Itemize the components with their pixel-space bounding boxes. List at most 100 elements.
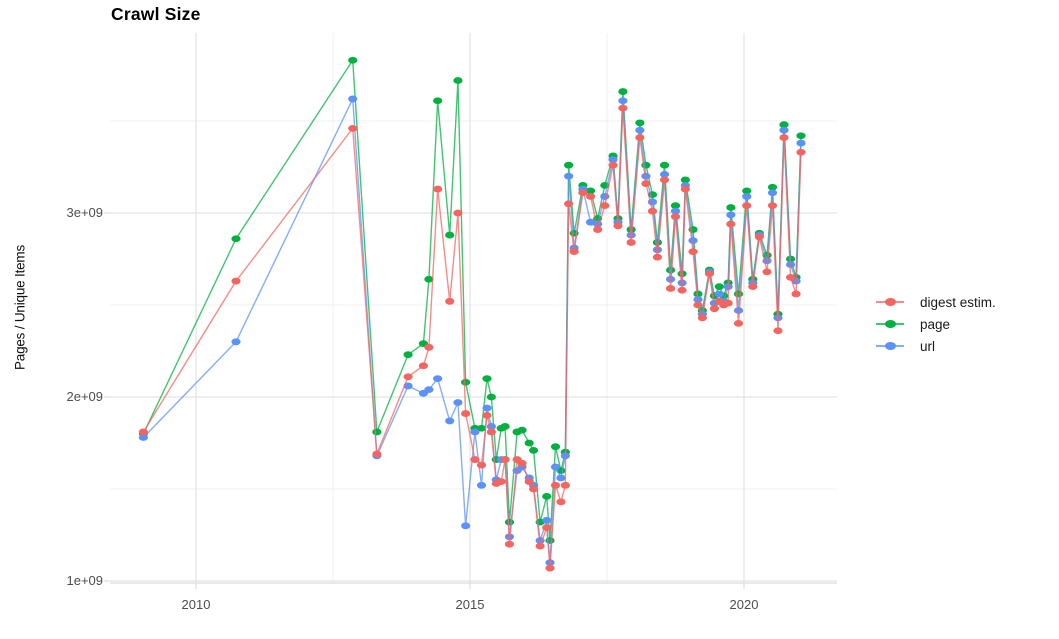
data-point-digest-estim bbox=[652, 253, 663, 261]
data-point-url bbox=[138, 434, 148, 441]
data-point-url bbox=[453, 399, 463, 406]
data-point-url bbox=[556, 474, 566, 482]
data-point-url bbox=[231, 338, 241, 346]
data-point-digest-estim bbox=[445, 297, 455, 305]
data-point-url bbox=[733, 307, 744, 314]
data-point-digest-estim bbox=[670, 213, 681, 221]
data-point-digest-estim bbox=[348, 124, 358, 132]
data-point-page bbox=[433, 97, 443, 105]
data-point-digest-estim bbox=[779, 134, 789, 141]
data-point-url bbox=[476, 481, 487, 489]
data-point-digest-estim bbox=[500, 456, 510, 463]
data-point-page bbox=[635, 119, 645, 127]
data-point-page bbox=[726, 204, 736, 211]
data-point-page bbox=[714, 283, 724, 290]
data-point-digest-estim bbox=[748, 283, 758, 290]
data-point-url bbox=[600, 193, 610, 200]
data-point-page bbox=[372, 428, 382, 436]
data-point-page bbox=[545, 537, 555, 544]
data-point-digest-estim bbox=[723, 299, 733, 307]
legend-item-page: page bbox=[876, 313, 996, 335]
data-point-digest-estim bbox=[791, 290, 801, 298]
data-point-page bbox=[348, 56, 358, 64]
data-point-digest-estim bbox=[569, 248, 579, 256]
data-point-page bbox=[486, 393, 496, 401]
data-point-digest-estim bbox=[424, 343, 434, 351]
data-point-page bbox=[453, 77, 463, 84]
data-point-digest-estim bbox=[560, 481, 570, 489]
data-point-url bbox=[424, 386, 434, 394]
data-point-url bbox=[688, 237, 698, 245]
legend-key-page bbox=[876, 319, 904, 329]
data-point-url bbox=[779, 126, 789, 134]
data-point-digest-estim bbox=[659, 176, 670, 184]
data-point-page bbox=[742, 187, 752, 195]
data-point-url bbox=[670, 207, 681, 215]
data-point-digest-estim bbox=[556, 498, 566, 506]
series-line-digest-estim bbox=[142, 108, 802, 569]
data-point-digest-estim bbox=[785, 274, 796, 281]
data-point-page bbox=[542, 492, 552, 500]
data-point-page bbox=[424, 275, 434, 283]
data-point-url bbox=[445, 417, 455, 425]
data-point-url bbox=[348, 95, 358, 103]
data-point-digest-estim bbox=[697, 314, 707, 322]
data-point-digest-estim bbox=[693, 301, 703, 309]
x-tick-2015: 2015 bbox=[455, 597, 485, 612]
legend-label-digest: digest estim. bbox=[920, 294, 996, 310]
data-point-digest-estim bbox=[453, 209, 463, 217]
data-point-digest-estim bbox=[618, 104, 628, 112]
data-point-digest-estim bbox=[504, 540, 515, 548]
legend-item-digest: digest estim. bbox=[876, 291, 996, 313]
data-point-url bbox=[641, 172, 651, 180]
data-point-digest-estim bbox=[796, 148, 806, 156]
data-point-digest-estim bbox=[626, 239, 636, 246]
data-point-page bbox=[403, 351, 413, 359]
data-point-digest-estim bbox=[677, 286, 687, 294]
data-point-digest-estim bbox=[461, 410, 471, 417]
data-point-digest-estim bbox=[372, 450, 382, 458]
data-point-url bbox=[796, 139, 806, 147]
data-point-digest-estim bbox=[482, 412, 492, 419]
series-line-url bbox=[142, 96, 802, 563]
data-point-digest-estim bbox=[496, 478, 506, 486]
data-point-url bbox=[635, 126, 645, 134]
data-point-digest-estim bbox=[517, 459, 527, 467]
data-point-digest-estim bbox=[528, 485, 539, 493]
data-point-url bbox=[542, 516, 552, 524]
x-tick-2020: 2020 bbox=[729, 597, 759, 612]
data-point-url bbox=[714, 290, 724, 298]
chart-title: Crawl Size bbox=[111, 4, 201, 24]
data-point-digest-estim bbox=[578, 189, 588, 197]
data-point-url bbox=[461, 522, 471, 530]
data-point-page bbox=[524, 439, 534, 447]
data-point-digest-estim bbox=[403, 373, 413, 381]
data-point-url bbox=[618, 97, 628, 105]
data-point-digest-estim bbox=[688, 248, 698, 256]
data-point-url bbox=[550, 463, 561, 471]
legend-dot-url-icon bbox=[885, 342, 896, 350]
data-point-url bbox=[433, 375, 443, 382]
data-point-url bbox=[608, 156, 618, 164]
data-point-digest-estim bbox=[476, 461, 487, 469]
legend-key-url bbox=[876, 341, 904, 351]
data-point-url bbox=[659, 170, 670, 178]
data-point-url bbox=[470, 428, 480, 436]
data-point-page bbox=[231, 235, 241, 243]
data-point-digest-estim bbox=[535, 542, 545, 550]
data-point-page bbox=[500, 423, 510, 430]
data-point-digest-estim bbox=[680, 185, 690, 193]
data-point-page bbox=[445, 231, 455, 239]
data-point-digest-estim bbox=[773, 327, 783, 335]
data-point-page bbox=[585, 187, 596, 195]
data-point-digest-estim bbox=[231, 277, 241, 285]
data-point-digest-estim bbox=[754, 233, 764, 241]
data-point-page bbox=[796, 132, 806, 140]
data-point-page bbox=[564, 161, 574, 169]
legend-dot-digest-icon bbox=[885, 298, 896, 306]
data-point-digest-estim bbox=[600, 202, 610, 210]
data-point-digest-estim bbox=[726, 220, 736, 228]
data-point-digest-estim bbox=[665, 285, 676, 292]
data-point-page bbox=[550, 443, 561, 451]
